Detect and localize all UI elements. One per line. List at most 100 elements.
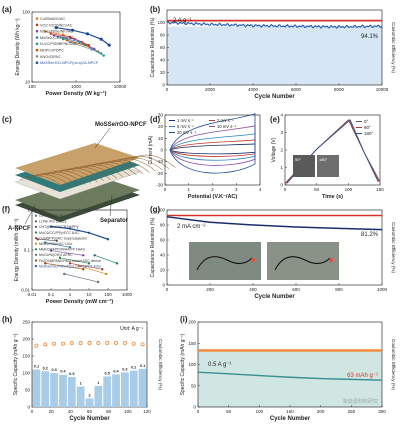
chart-g-xlabel: Cycle Number bbox=[254, 294, 295, 300]
chart-f-y-tick-label: 1 bbox=[27, 208, 30, 213]
chart-f-point bbox=[58, 256, 62, 260]
schematic-fiber bbox=[19, 175, 66, 189]
chart-i-y2label: Coulombic Efficiency (%) bbox=[391, 339, 396, 390]
chart-b-y-tick-label: 100 bbox=[157, 20, 165, 25]
chart-f-legend-entry: MnO2/Ni(OH)2 APSC bbox=[39, 253, 73, 257]
schematic-fiber bbox=[32, 172, 79, 186]
chart-g-inset-led bbox=[251, 258, 255, 262]
chart-a-point bbox=[87, 45, 91, 48]
chart-h-y-tick-label: 0 bbox=[27, 405, 30, 410]
schematic-label-anpcf: A-NPCF bbox=[8, 226, 31, 232]
chart-g-inset-wire bbox=[196, 256, 253, 271]
chart-f-point bbox=[82, 268, 85, 271]
panel-label-d: (d) bbox=[150, 115, 161, 124]
chart-h-rate-label: 1 bbox=[80, 382, 82, 386]
chart-g-y2label: Coulombic Efficiency (%) bbox=[391, 222, 396, 273]
chart-f-legend-entry: NiMnO3/FPP//NiAA:FP FAAS bbox=[39, 248, 86, 252]
chart-i-annotation: 0.5 A g⁻¹ bbox=[208, 362, 232, 368]
chart-a-y-tick-label: 10 bbox=[25, 80, 31, 85]
chart-b-xlabel: Cycle Number bbox=[254, 94, 295, 100]
chart-d-y-tick-label: 10 bbox=[158, 136, 164, 141]
chart-g-inset-led bbox=[329, 258, 333, 262]
panel-label-i: (i) bbox=[180, 315, 188, 324]
chart-a-point bbox=[65, 39, 69, 42]
schematic-fiber bbox=[45, 170, 92, 184]
chart-f-point bbox=[87, 231, 91, 234]
chart-h-y2label: Coulombic Efficiency (%) bbox=[158, 339, 163, 390]
chart-h-rate-label: 0.4 bbox=[113, 369, 119, 373]
chart-h-y-tick-label: 200 bbox=[22, 337, 30, 342]
chart-h-rate-label: 0.1 bbox=[140, 364, 145, 368]
chart-g-ylabel: Capacitance Retention (%) bbox=[150, 217, 156, 277]
chart-e-x-tick-label: 100 bbox=[345, 187, 353, 192]
chart-b-y2label: Coulombic Efficiency (%) bbox=[391, 22, 396, 73]
chart-d-cv-curve bbox=[169, 113, 256, 174]
chart-a-point bbox=[61, 38, 65, 41]
chart-g-x-tick-label: 800 bbox=[335, 287, 343, 292]
chart-a-point bbox=[54, 26, 58, 30]
chart-d-ylabel: Current (mA) bbox=[148, 135, 154, 164]
chart-d-legend-entry: 20 mV s⁻¹ bbox=[177, 130, 197, 135]
chart-d-y-tick-label: -20 bbox=[156, 171, 163, 176]
chart-h-efficiency-point bbox=[60, 341, 65, 346]
chart-d-y-tick-label: 30 bbox=[158, 113, 164, 118]
chart-h-efficiency-point bbox=[122, 341, 127, 346]
chart-g-retention-line bbox=[166, 216, 383, 231]
chart-f-series-line bbox=[94, 255, 118, 264]
chart-i-y-tick-label: 50 bbox=[191, 383, 197, 388]
chart-g-x-tick-label: 1000 bbox=[377, 287, 388, 292]
chart-a-point bbox=[73, 38, 76, 41]
schematic-pointer bbox=[109, 194, 113, 217]
chart-a-point bbox=[102, 54, 105, 57]
chart-f-point bbox=[44, 241, 47, 244]
chart-d-legend-entry: 10 mV s⁻¹ bbox=[217, 124, 237, 129]
chart-h-bar bbox=[129, 370, 138, 407]
chart-e-ylabel: Voltage (V) bbox=[271, 137, 277, 162]
chart-e-y-tick-label: 2 bbox=[280, 148, 283, 153]
chart-g-inset-photo bbox=[267, 242, 339, 280]
chart-e-inset-label: 90° bbox=[295, 157, 301, 162]
chart-h-x-tick-label: 100 bbox=[124, 409, 132, 414]
chart-h-x-tick-label: 20 bbox=[49, 409, 55, 414]
chart-h-xlabel: Cycle Number bbox=[69, 416, 110, 422]
chart-f-legend-marker bbox=[34, 220, 38, 223]
chart-a-ylabel: Energy Density (Wh kg⁻¹) bbox=[15, 18, 21, 75]
chart-h-efficiency-point bbox=[131, 341, 136, 346]
chart-b-area-fill bbox=[167, 26, 382, 85]
chart-d-y-tick-label: 0 bbox=[160, 148, 163, 153]
chart-h-x-tick-label: 0 bbox=[31, 409, 34, 414]
chart-f-x-tick-label: 10 bbox=[86, 292, 92, 297]
chart-f-series-line bbox=[50, 250, 84, 256]
chart-h-efficiency-point bbox=[140, 342, 145, 347]
chart-h-rate-label: 0.4 bbox=[60, 370, 66, 374]
chart-h-bar bbox=[112, 374, 120, 407]
chart-a-legend-entry: KNO//DPAC bbox=[40, 55, 61, 59]
chart-i-y-tick-label: 200 bbox=[188, 320, 196, 325]
chart-f-legend-marker bbox=[34, 214, 38, 217]
chart-f-x-tick-label: 100 bbox=[104, 292, 112, 297]
chart-h-x-tick-label: 80 bbox=[106, 409, 112, 414]
chart-b-y-tick-label: 0 bbox=[162, 83, 165, 88]
chart-b-ylabel: Capacitance Retention (%) bbox=[150, 17, 156, 77]
chart-e-x-tick-label: 150 bbox=[376, 187, 384, 192]
chart-b-y-tick-label: 60 bbox=[160, 45, 166, 50]
chart-a-legend-entry: MoSe2-C-CNTs//AC bbox=[40, 36, 74, 40]
chart-a-legend-entry: MoSSe/rGO-NPCF(no.s)//A-NPCF bbox=[40, 61, 99, 65]
chart-a-legend-marker bbox=[35, 23, 39, 27]
chart-f-point bbox=[106, 238, 110, 241]
schematic-label-mosse: MoSSe/rGO-NPCF bbox=[95, 122, 147, 128]
chart-f-point bbox=[77, 264, 81, 268]
panel-label-g: (g) bbox=[150, 205, 161, 214]
chart-d-legend-entry: 5 mV s⁻¹ bbox=[177, 124, 194, 129]
schematic-fiber bbox=[110, 158, 157, 172]
chart-a-legend-marker bbox=[35, 42, 39, 46]
schematic-fiber bbox=[91, 162, 137, 176]
chart-g-axes bbox=[166, 209, 383, 286]
chart-h-y-tick-label: 50 bbox=[25, 388, 31, 393]
chart-a-point bbox=[78, 40, 81, 44]
chart-g-inset-photo bbox=[189, 242, 261, 280]
chart-e-y-tick-label: 4 bbox=[280, 113, 283, 118]
chart-a-point bbox=[49, 32, 52, 36]
chart-h-rate-label: 0.3 bbox=[122, 367, 127, 371]
chart-f-series-line bbox=[50, 225, 109, 240]
